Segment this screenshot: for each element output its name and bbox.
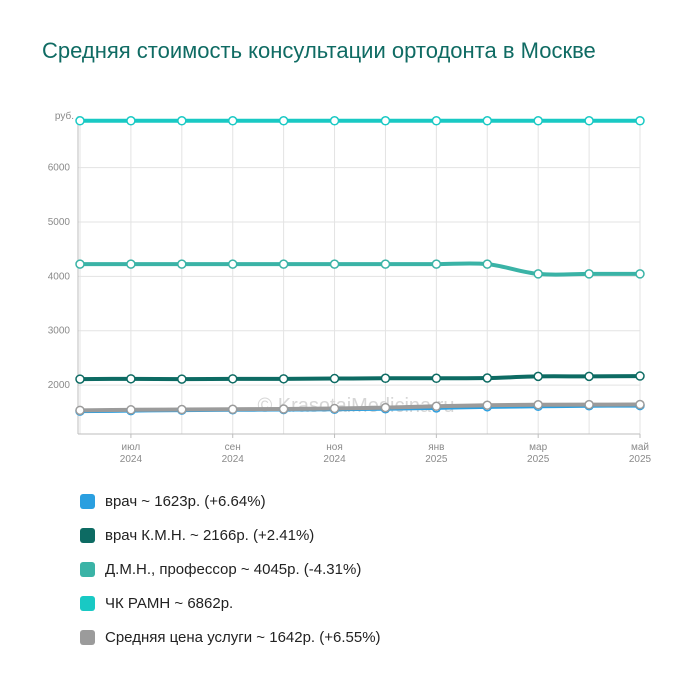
data-point-1 bbox=[431, 373, 442, 384]
legend-label: ЧК РАМН ~ 6862р. bbox=[105, 594, 234, 612]
legend-label: Средняя цена услуги ~ 1642р. (+6.55%) bbox=[105, 628, 381, 646]
data-point-2 bbox=[635, 269, 645, 279]
legend-item-dmn-professor[interactable]: Д.М.Н., профессор ~ 4045р. (-4.31%) bbox=[80, 552, 381, 586]
legend-item-average-price[interactable]: Средняя цена услуги ~ 1642р. (+6.55%) bbox=[80, 620, 381, 654]
legend-swatch-icon bbox=[80, 561, 95, 577]
data-point-4 bbox=[431, 401, 442, 412]
data-point-3 bbox=[177, 116, 187, 126]
y-tick-label: 2000 bbox=[48, 380, 71, 391]
x-tick-label: сен bbox=[225, 442, 241, 453]
data-point-3 bbox=[533, 116, 543, 126]
data-point-1 bbox=[584, 371, 594, 382]
x-tick-label: ноя bbox=[326, 442, 343, 453]
legend-swatch-icon bbox=[80, 629, 95, 645]
data-point-1 bbox=[482, 373, 493, 383]
price-line-chart: 20003000400050006000руб.июл2024сен2024но… bbox=[48, 110, 652, 465]
data-point-4 bbox=[227, 404, 238, 415]
data-point-4 bbox=[126, 405, 136, 415]
data-point-3 bbox=[431, 116, 442, 126]
x-tick-label: июл bbox=[122, 442, 141, 453]
data-point-4 bbox=[482, 400, 493, 410]
legend-swatch-icon bbox=[80, 595, 95, 611]
x-tick-label: 2024 bbox=[120, 454, 143, 465]
legend-swatch-icon bbox=[80, 493, 95, 509]
data-point-3 bbox=[584, 116, 594, 126]
data-point-1 bbox=[635, 371, 645, 381]
y-tick-label: 4000 bbox=[48, 271, 71, 282]
data-point-1 bbox=[227, 374, 238, 384]
legend-item-vrach[interactable]: врач ~ 1623р. (+6.64%) bbox=[80, 484, 381, 518]
data-point-1 bbox=[533, 371, 543, 382]
series-line-1 bbox=[78, 374, 642, 382]
x-tick-label: май bbox=[631, 442, 649, 453]
data-point-4 bbox=[177, 404, 187, 415]
data-point-3 bbox=[329, 116, 340, 126]
data-point-1 bbox=[380, 373, 391, 384]
data-point-2 bbox=[482, 259, 493, 269]
data-point-1 bbox=[329, 373, 340, 384]
series-line-2 bbox=[78, 261, 642, 277]
x-tick-label: 2025 bbox=[629, 454, 652, 465]
data-point-1 bbox=[126, 374, 136, 384]
data-point-3 bbox=[635, 116, 645, 126]
data-point-4 bbox=[329, 403, 340, 414]
data-point-3 bbox=[227, 116, 238, 126]
data-point-4 bbox=[380, 402, 391, 413]
x-tick-label: мар bbox=[529, 442, 547, 453]
data-point-3 bbox=[278, 116, 289, 126]
legend-swatch-icon bbox=[80, 527, 95, 543]
data-point-4 bbox=[75, 405, 85, 416]
data-point-1 bbox=[177, 374, 187, 384]
y-tick-label: 3000 bbox=[48, 326, 71, 337]
data-point-2 bbox=[329, 259, 340, 269]
data-point-2 bbox=[431, 259, 442, 269]
data-point-2 bbox=[75, 259, 85, 269]
y-unit-label: руб. bbox=[55, 110, 74, 122]
data-point-2 bbox=[278, 259, 289, 269]
data-point-4 bbox=[635, 399, 645, 410]
data-point-2 bbox=[126, 259, 136, 269]
y-tick-label: 6000 bbox=[48, 163, 71, 174]
data-point-3 bbox=[126, 116, 136, 126]
data-point-3 bbox=[482, 116, 493, 126]
chart-title: Средняя стоимость консультации ортодонта… bbox=[42, 38, 596, 63]
data-point-2 bbox=[177, 259, 187, 269]
data-point-4 bbox=[584, 399, 594, 410]
legend-label: врач ~ 1623р. (+6.64%) bbox=[105, 492, 266, 510]
watermark-text: © KrasotaiMedicina.ru bbox=[257, 395, 454, 417]
data-point-1 bbox=[75, 374, 85, 384]
x-tick-label: 2025 bbox=[425, 454, 448, 465]
legend-item-chk-ramn[interactable]: ЧК РАМН ~ 6862р. bbox=[80, 586, 381, 620]
data-point-1 bbox=[278, 374, 289, 384]
y-tick-label: 5000 bbox=[48, 217, 71, 228]
legend-label: врач К.М.Н. ~ 2166р. (+2.41%) bbox=[105, 526, 315, 544]
data-point-2 bbox=[533, 269, 543, 279]
data-point-3 bbox=[75, 116, 85, 126]
legend-label: Д.М.Н., профессор ~ 4045р. (-4.31%) bbox=[105, 560, 362, 578]
data-point-2 bbox=[584, 269, 594, 279]
x-tick-label: 2024 bbox=[222, 454, 245, 465]
data-point-2 bbox=[227, 259, 238, 269]
data-point-4 bbox=[278, 404, 289, 414]
legend-item-vrach-kmn[interactable]: врач К.М.Н. ~ 2166р. (+2.41%) bbox=[80, 518, 381, 552]
data-point-4 bbox=[533, 400, 543, 410]
data-point-2 bbox=[380, 259, 391, 269]
x-tick-label: 2024 bbox=[323, 454, 346, 465]
data-point-3 bbox=[380, 116, 391, 126]
chart-legend: врач ~ 1623р. (+6.64%) врач К.М.Н. ~ 216… bbox=[80, 484, 381, 654]
x-tick-label: янв bbox=[428, 442, 444, 453]
x-tick-label: 2025 bbox=[527, 454, 550, 465]
